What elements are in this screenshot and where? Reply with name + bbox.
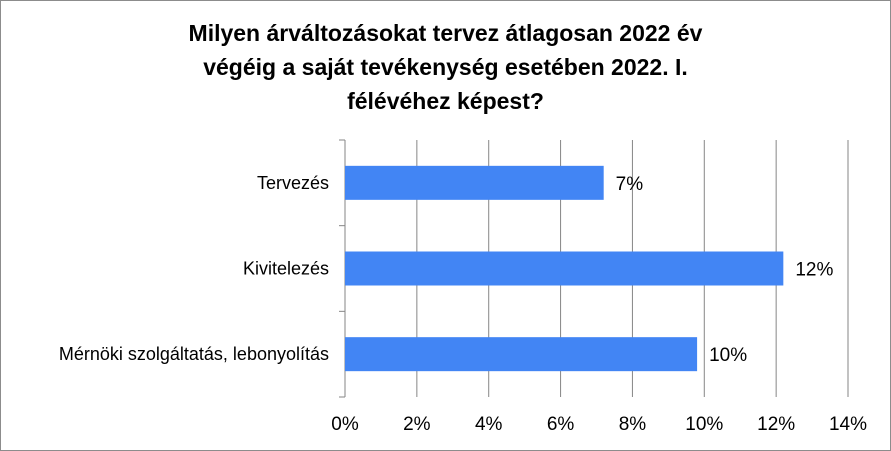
x-tick-label: 12% <box>757 414 795 435</box>
chart-title-line-2: végéig a saját tevékenység esetében 2022… <box>203 54 688 80</box>
chart-title-line-1: Milyen árváltozásokat tervez átlagosan 2… <box>188 20 703 46</box>
bar <box>345 337 698 372</box>
x-tick-label: 8% <box>619 414 647 435</box>
data-label: 12% <box>795 260 833 281</box>
x-tick-label: 4% <box>475 414 503 435</box>
x-tick-label: 6% <box>547 414 575 435</box>
chart-title: Milyen árváltozásokat tervez átlagosan 2… <box>60 16 831 118</box>
x-tick-label: 14% <box>829 414 867 435</box>
bar <box>345 165 604 200</box>
data-label: 7% <box>616 174 644 195</box>
category-label: Kivitelezés <box>243 259 329 279</box>
category-label: Mérnöki szolgáltatás, lebonyolítás <box>59 344 329 364</box>
chart-title-line-3: félévéhez képest? <box>347 88 544 114</box>
x-tick-label: 10% <box>685 414 723 435</box>
x-tick-label: 0% <box>331 414 359 435</box>
data-label: 10% <box>709 345 747 366</box>
bar <box>345 251 784 286</box>
x-tick-label: 2% <box>403 414 431 435</box>
category-label: Tervezés <box>257 173 329 193</box>
